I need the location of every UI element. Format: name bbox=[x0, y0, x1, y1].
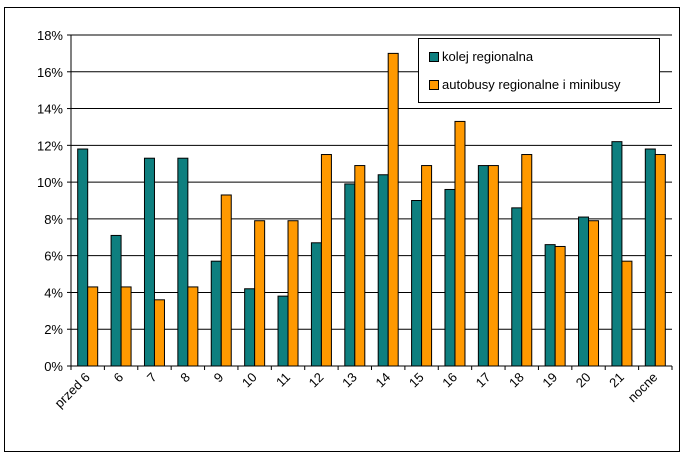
y-tick-label: 8% bbox=[44, 212, 63, 227]
bar-autobusy-11 bbox=[454, 120, 466, 367]
bar-autobusy-5 bbox=[254, 220, 266, 367]
legend-item-kolej: kolej regionalna bbox=[429, 49, 533, 64]
bar-kolej-4 bbox=[210, 260, 222, 367]
legend-swatch-orange bbox=[429, 79, 439, 90]
bar-autobusy-2 bbox=[153, 299, 165, 367]
bar-kolej-2 bbox=[143, 157, 155, 367]
bar-kolej-15 bbox=[578, 216, 590, 367]
bar-autobusy-6 bbox=[287, 220, 299, 367]
x-tick-label: 14 bbox=[372, 370, 393, 391]
bar-kolej-0 bbox=[77, 148, 89, 367]
bar-autobusy-8 bbox=[354, 165, 366, 367]
y-tick-label: 0% bbox=[44, 359, 63, 374]
legend: kolej regionalna autobusy regionalne i m… bbox=[418, 38, 660, 103]
legend-item-autobusy: autobusy regionalne i minibusy bbox=[429, 77, 621, 92]
legend-label-autobusy: autobusy regionalne i minibusy bbox=[442, 77, 621, 92]
legend-swatch-teal bbox=[429, 51, 439, 62]
bar-autobusy-9 bbox=[387, 52, 399, 367]
x-tick-label: 8 bbox=[177, 370, 193, 386]
x-tick-label: nocne bbox=[625, 370, 661, 406]
bar-kolej-7 bbox=[310, 242, 322, 367]
x-tick-label: 13 bbox=[339, 370, 360, 391]
bar-autobusy-1 bbox=[120, 286, 132, 367]
bar-kolej-10 bbox=[411, 200, 423, 367]
bar-autobusy-3 bbox=[187, 286, 199, 367]
y-tick-label: 18% bbox=[37, 28, 63, 43]
x-tick-label: 11 bbox=[273, 370, 293, 390]
bar-autobusy-16 bbox=[621, 260, 633, 367]
bar-kolej-5 bbox=[244, 288, 256, 367]
bar-kolej-11 bbox=[444, 188, 456, 367]
bar-autobusy-13 bbox=[521, 154, 533, 367]
x-tick-label: 19 bbox=[539, 370, 560, 391]
y-tick-label: 6% bbox=[44, 249, 63, 264]
bar-autobusy-12 bbox=[487, 165, 499, 367]
bar-kolej-13 bbox=[511, 207, 523, 367]
x-tick-label: 12 bbox=[306, 370, 327, 391]
bar-autobusy-17 bbox=[654, 154, 666, 367]
bar-kolej-17 bbox=[644, 148, 656, 367]
bar-autobusy-15 bbox=[588, 220, 600, 367]
x-tick-label: 16 bbox=[439, 370, 460, 391]
y-tick-label: 4% bbox=[44, 285, 63, 300]
bar-autobusy-4 bbox=[220, 194, 232, 367]
bar-kolej-3 bbox=[177, 157, 189, 367]
legend-label-kolej: kolej regionalna bbox=[442, 49, 534, 64]
y-tick-label: 16% bbox=[37, 65, 63, 80]
y-tick-label: 14% bbox=[37, 102, 63, 117]
bar-kolej-6 bbox=[277, 295, 289, 367]
bar-autobusy-7 bbox=[320, 154, 332, 367]
x-tick-label: 20 bbox=[573, 370, 594, 391]
bar-kolej-9 bbox=[377, 174, 389, 367]
bar-autobusy-14 bbox=[554, 245, 566, 367]
bar-kolej-1 bbox=[110, 234, 122, 367]
x-tick-label: 17 bbox=[473, 370, 494, 391]
x-tick-label: 21 bbox=[606, 370, 627, 391]
y-tick-label: 10% bbox=[37, 175, 63, 190]
bar-kolej-14 bbox=[544, 244, 556, 367]
y-tick-labels: 0% 2% 4% 6% 8% 10% 12% 14% 16% 18% bbox=[37, 28, 63, 374]
y-tick-label: 12% bbox=[37, 138, 63, 153]
x-tick-label: 7 bbox=[144, 370, 160, 386]
y-tick-label: 2% bbox=[44, 322, 63, 337]
bar-kolej-16 bbox=[611, 141, 623, 367]
x-tick-label: 9 bbox=[211, 370, 227, 386]
x-tick-label: przed 6 bbox=[52, 370, 93, 411]
bar-autobusy-0 bbox=[87, 286, 99, 367]
x-tick-label: 6 bbox=[110, 370, 126, 386]
bar-kolej-12 bbox=[477, 165, 489, 367]
bars bbox=[77, 52, 666, 367]
x-tick-label: 10 bbox=[239, 370, 260, 391]
bar-kolej-8 bbox=[344, 183, 356, 367]
bar-autobusy-10 bbox=[421, 165, 433, 367]
x-tick-label: 18 bbox=[506, 370, 527, 391]
x-tick-label: 15 bbox=[406, 370, 427, 391]
